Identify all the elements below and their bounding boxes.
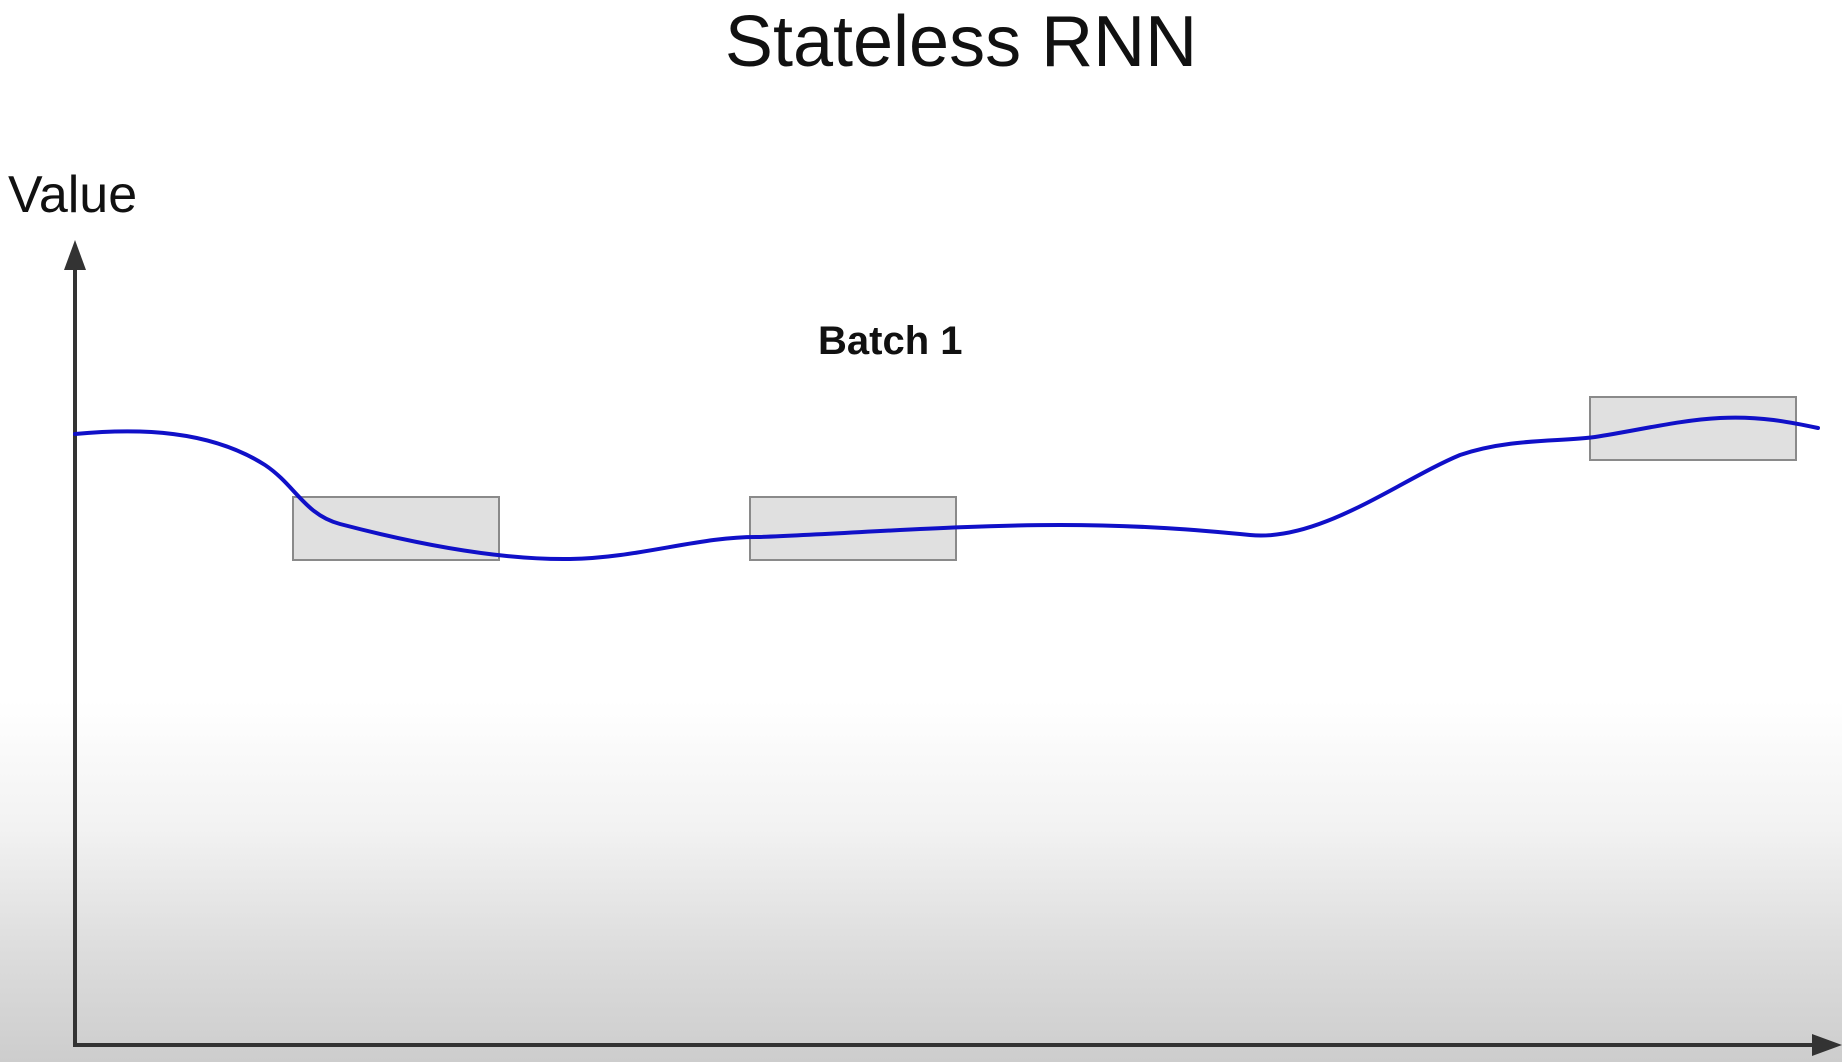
y-axis-arrow-icon [64, 240, 86, 270]
window-3 [1589, 396, 1797, 461]
time-series-curve [73, 415, 1820, 562]
page-title: Stateless RNN [724, 2, 1198, 82]
y-axis-label: Value [8, 166, 138, 224]
batch-label: Batch 1 [818, 319, 963, 363]
x-axis-arrow-icon [1812, 1034, 1842, 1056]
